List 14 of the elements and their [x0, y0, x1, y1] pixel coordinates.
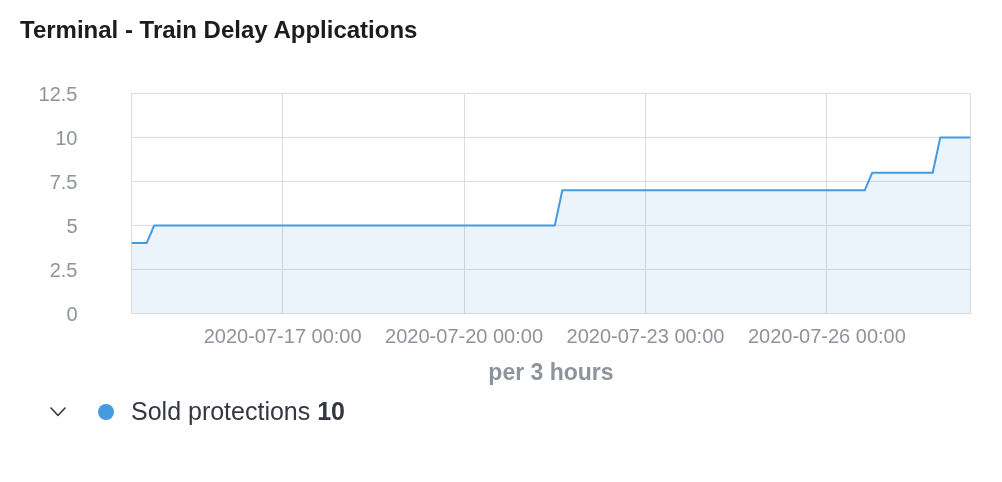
y-tick-label: 12.5 [38, 82, 78, 105]
chart-title: Terminal - Train Delay Applications [19, 15, 418, 45]
y-tick-label: 5 [66, 214, 78, 237]
y-tick-label: 7.5 [49, 170, 78, 193]
legend-label: Sold protections [131, 397, 311, 426]
y-tick-label: 10 [55, 126, 78, 149]
x-tick-label: 2020-07-23 00:00 [566, 324, 725, 347]
text: 10 [317, 397, 346, 426]
x-axis-title: per 3 hours [488, 358, 614, 385]
x-tick-label: 2020-07-26 00:00 [747, 324, 906, 347]
y-tick-label: 2.5 [49, 258, 78, 281]
x-tick-label: 2020-07-17 00:00 [203, 324, 362, 347]
y-tick-label: 0 [66, 302, 78, 325]
x-tick-label: 2020-07-20 00:00 [385, 324, 544, 347]
